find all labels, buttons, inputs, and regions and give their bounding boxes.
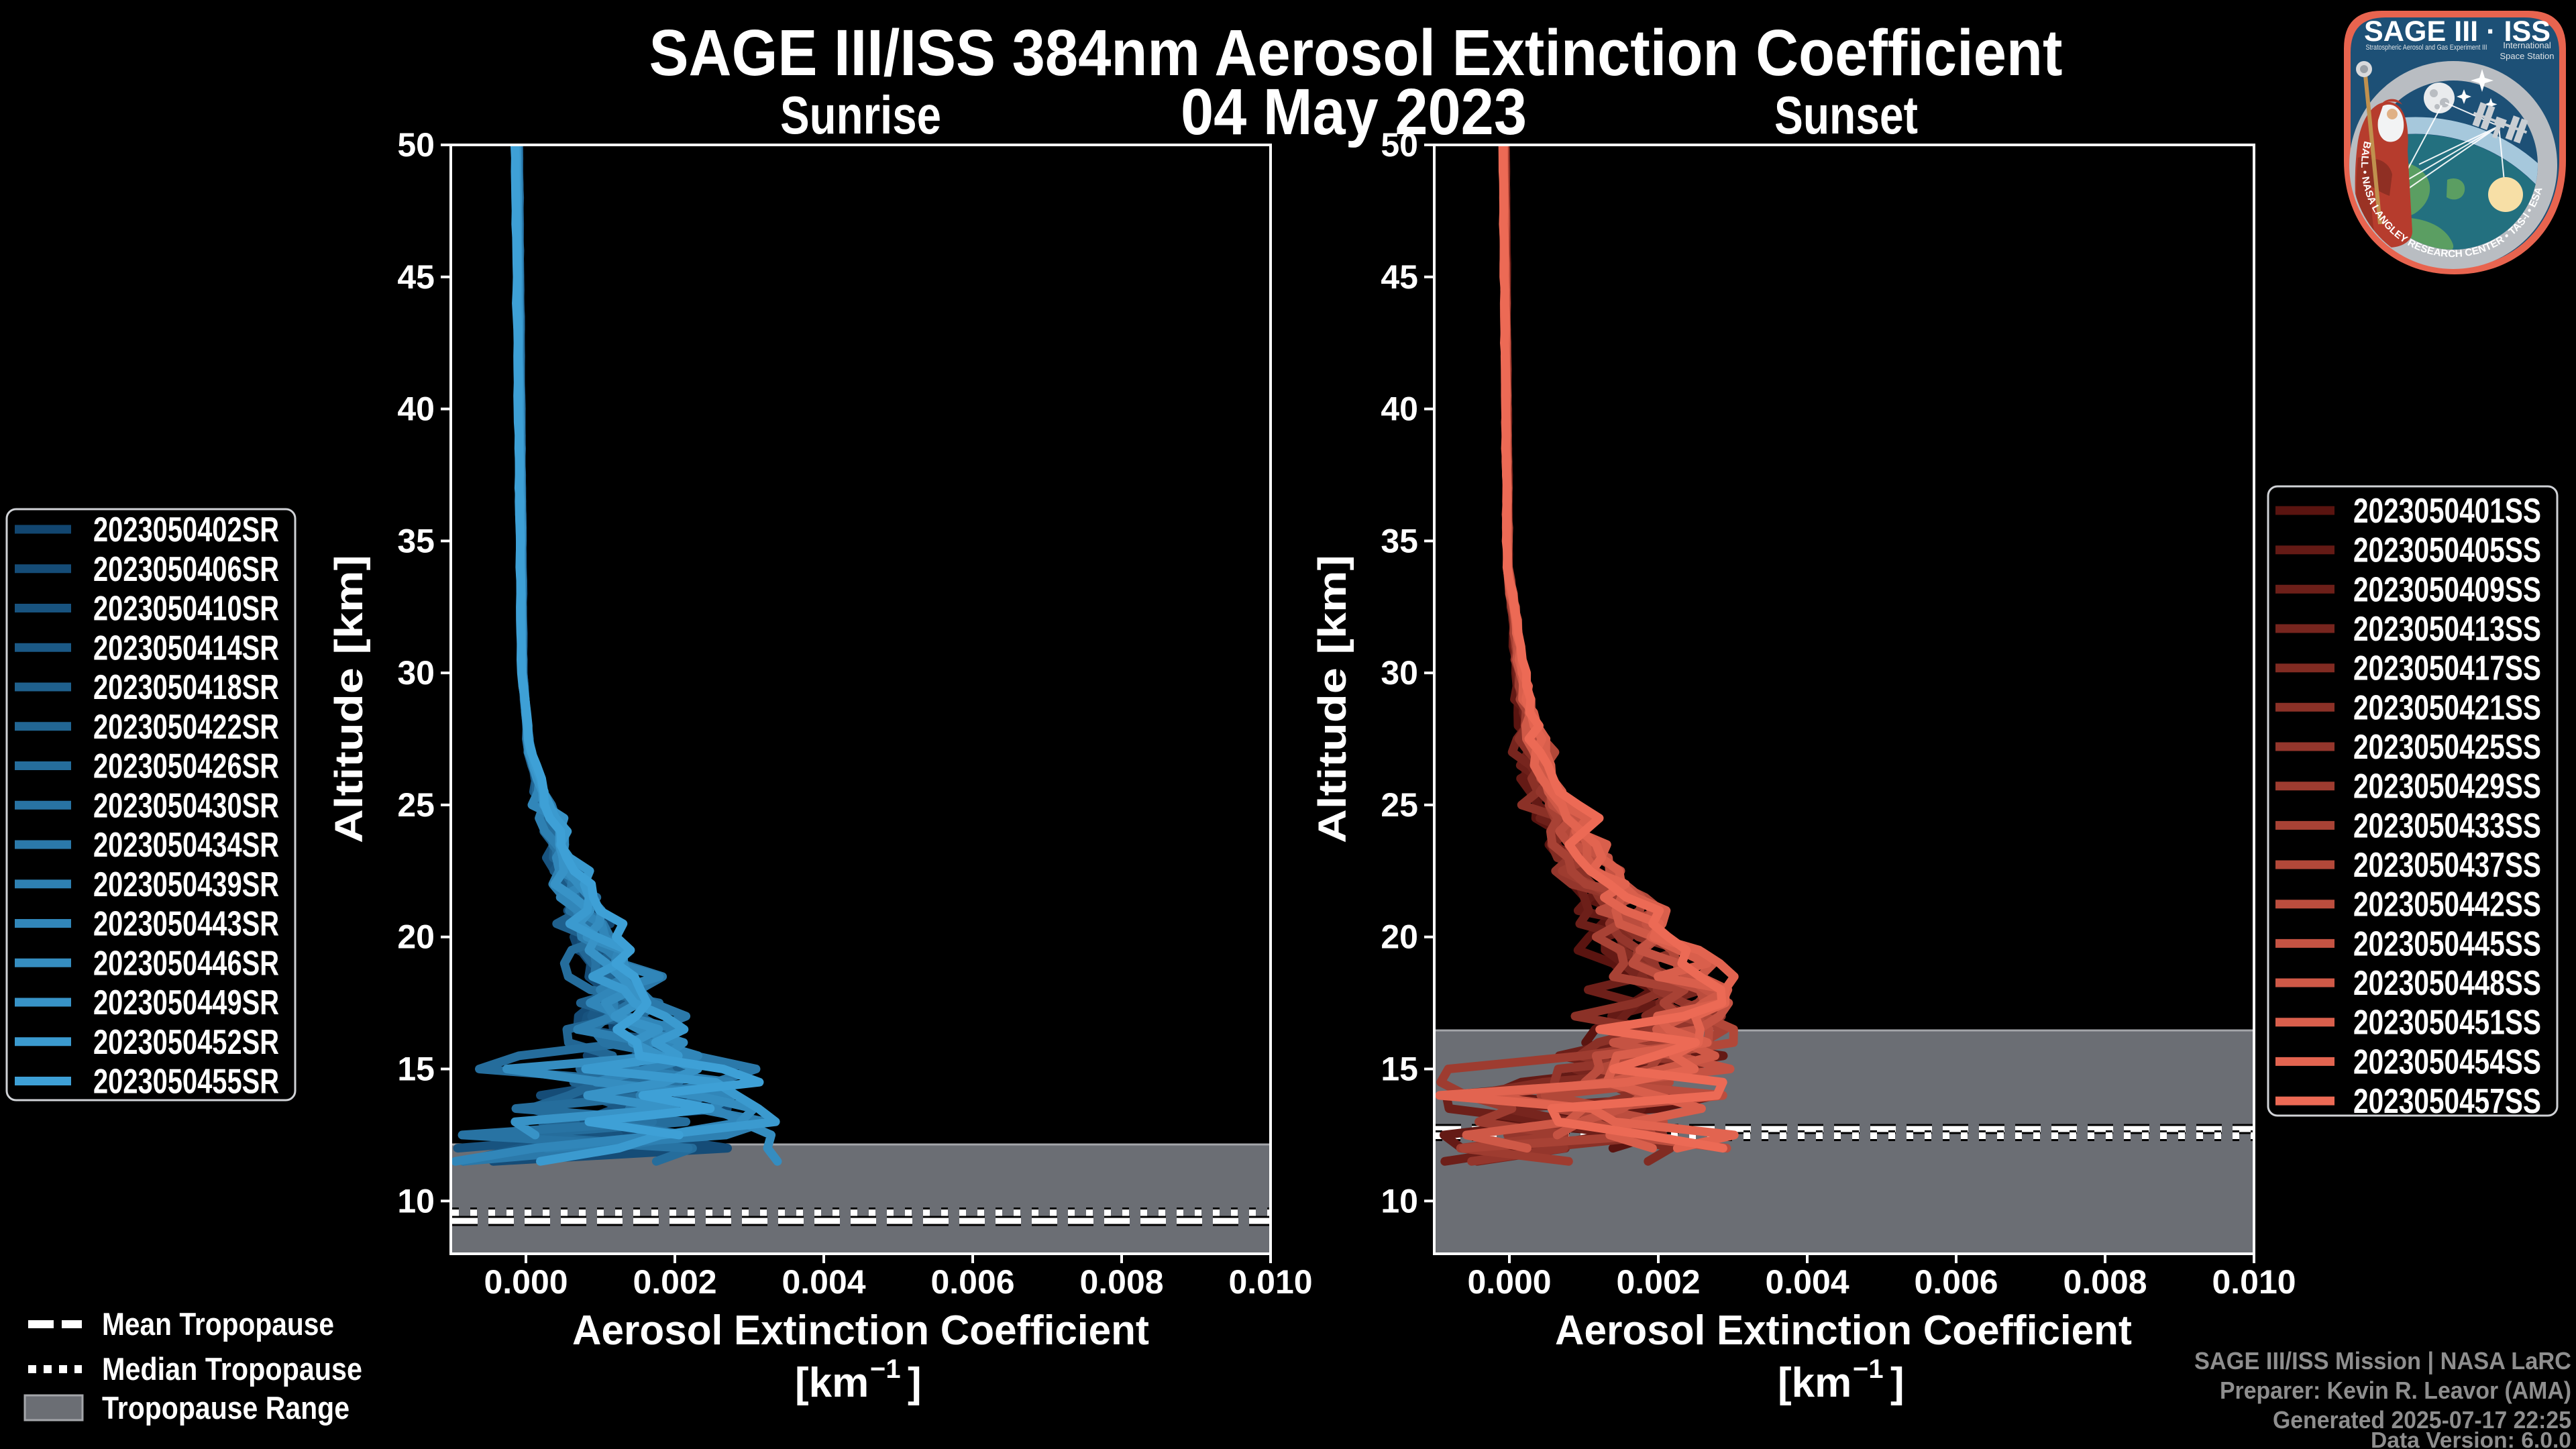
svg-text:0.008: 0.008 (1079, 1263, 1163, 1301)
svg-text:]: ] (1890, 1360, 1904, 1406)
svg-text:Stratospheric Aerosol and Gas: Stratospheric Aerosol and Gas Experiment… (2366, 44, 2487, 52)
svg-text:40: 40 (397, 390, 435, 428)
svg-text:45: 45 (1381, 258, 1418, 296)
svg-text:−1: −1 (870, 1354, 901, 1384)
svg-text:Preparer: Kevin R. Leavor (AMA: Preparer: Kevin R. Leavor (AMA) (2220, 1377, 2571, 1404)
svg-text:0.002: 0.002 (633, 1263, 716, 1301)
svg-text:2023050422SR: 2023050422SR (93, 708, 279, 747)
svg-text:30: 30 (1381, 654, 1418, 692)
svg-text:04 May 2023: 04 May 2023 (1181, 75, 1527, 148)
svg-text:2023050430SR: 2023050430SR (93, 786, 279, 825)
svg-text:2023050409SS: 2023050409SS (2353, 570, 2541, 609)
svg-text:15: 15 (1381, 1051, 1418, 1088)
svg-text:SAGE III · ISS: SAGE III · ISS (2364, 15, 2551, 48)
svg-text:Sunset: Sunset (1774, 85, 1918, 145)
svg-text:2023050446SR: 2023050446SR (93, 944, 279, 983)
svg-text:[km: [km (1778, 1360, 1851, 1406)
svg-text:2023050413SS: 2023050413SS (2353, 610, 2541, 649)
svg-text:Altitude [km]: Altitude [km] (327, 555, 371, 843)
svg-text:2023050426SR: 2023050426SR (93, 747, 279, 786)
svg-text:25: 25 (1381, 786, 1418, 824)
svg-text:Space Station: Space Station (2500, 51, 2555, 61)
svg-text:[km: [km (795, 1360, 869, 1406)
svg-text:35: 35 (1381, 522, 1418, 559)
svg-text:2023050410SR: 2023050410SR (93, 590, 279, 629)
svg-text:International: International (2503, 40, 2551, 50)
svg-text:0.000: 0.000 (484, 1263, 568, 1301)
svg-text:Median Tropopause: Median Tropopause (102, 1351, 362, 1387)
svg-text:2023050451SS: 2023050451SS (2353, 1004, 2541, 1042)
svg-text:2023050402SR: 2023050402SR (93, 511, 279, 549)
svg-text:2023050455SR: 2023050455SR (93, 1063, 279, 1102)
svg-text:Aerosol Extinction Coefficient: Aerosol Extinction Coefficient (572, 1307, 1149, 1354)
svg-text:]: ] (908, 1360, 922, 1406)
svg-text:Aerosol Extinction Coefficient: Aerosol Extinction Coefficient (1555, 1307, 2132, 1354)
svg-text:2023050457SS: 2023050457SS (2353, 1082, 2541, 1121)
svg-text:2023050439SR: 2023050439SR (93, 865, 279, 904)
svg-text:2023050445SS: 2023050445SS (2353, 924, 2541, 963)
svg-text:0.004: 0.004 (782, 1263, 865, 1301)
svg-text:2023050448SS: 2023050448SS (2353, 964, 2541, 1003)
svg-text:2023050421SS: 2023050421SS (2353, 688, 2541, 727)
svg-text:20: 20 (1381, 918, 1418, 956)
svg-text:2023050417SS: 2023050417SS (2353, 649, 2541, 688)
svg-text:−1: −1 (1853, 1354, 1884, 1384)
svg-text:50: 50 (1381, 126, 1418, 164)
svg-text:15: 15 (397, 1051, 435, 1088)
svg-text:Sunrise: Sunrise (780, 85, 941, 145)
svg-text:0.006: 0.006 (1914, 1263, 1998, 1301)
svg-text:25: 25 (397, 786, 435, 824)
svg-text:2023050443SR: 2023050443SR (93, 905, 279, 944)
svg-text:0.000: 0.000 (1467, 1263, 1551, 1301)
svg-text:2023050449SR: 2023050449SR (93, 983, 279, 1022)
svg-text:2023050454SS: 2023050454SS (2353, 1042, 2541, 1081)
svg-text:0.010: 0.010 (1228, 1263, 1312, 1301)
svg-text:SAGE III/ISS Mission | NASA La: SAGE III/ISS Mission | NASA LaRC (2194, 1347, 2571, 1375)
svg-text:2023050425SS: 2023050425SS (2353, 728, 2541, 767)
svg-text:0.004: 0.004 (1765, 1263, 1849, 1301)
svg-text:Tropopause Range: Tropopause Range (102, 1390, 350, 1426)
svg-text:45: 45 (397, 258, 435, 296)
svg-text:Mean Tropopause: Mean Tropopause (102, 1306, 334, 1342)
svg-text:2023050434SR: 2023050434SR (93, 826, 279, 865)
svg-text:2023050406SR: 2023050406SR (93, 550, 279, 589)
svg-text:2023050442SS: 2023050442SS (2353, 885, 2541, 924)
svg-text:20: 20 (397, 918, 435, 956)
svg-text:30: 30 (397, 654, 435, 692)
svg-text:2023050429SS: 2023050429SS (2353, 767, 2541, 806)
svg-text:2023050437SS: 2023050437SS (2353, 846, 2541, 885)
svg-text:2023050401SS: 2023050401SS (2353, 492, 2541, 531)
svg-text:0.010: 0.010 (2212, 1263, 2296, 1301)
svg-text:SAGE III/ISS 384nm Aerosol Ext: SAGE III/ISS 384nm Aerosol Extinction Co… (649, 16, 2063, 89)
svg-text:10: 10 (1381, 1182, 1418, 1220)
svg-text:0.006: 0.006 (930, 1263, 1014, 1301)
svg-text:Generated 2025-07-17 22:25: Generated 2025-07-17 22:25 (2273, 1406, 2571, 1434)
svg-text:35: 35 (397, 522, 435, 559)
svg-text:10: 10 (397, 1182, 435, 1220)
svg-text:2023050418SR: 2023050418SR (93, 668, 279, 707)
svg-text:2023050452SR: 2023050452SR (93, 1023, 279, 1062)
svg-text:40: 40 (1381, 390, 1418, 428)
svg-text:2023050433SS: 2023050433SS (2353, 806, 2541, 845)
svg-text:Altitude [km]: Altitude [km] (1311, 555, 1354, 843)
svg-text:2023050414SR: 2023050414SR (93, 629, 279, 667)
svg-text:0.002: 0.002 (1616, 1263, 1700, 1301)
svg-text:50: 50 (397, 126, 435, 164)
svg-text:2023050405SS: 2023050405SS (2353, 531, 2541, 570)
svg-text:0.008: 0.008 (2063, 1263, 2147, 1301)
svg-text:Data Version: 6.0.0: Data Version: 6.0.0 (2371, 1428, 2571, 1449)
